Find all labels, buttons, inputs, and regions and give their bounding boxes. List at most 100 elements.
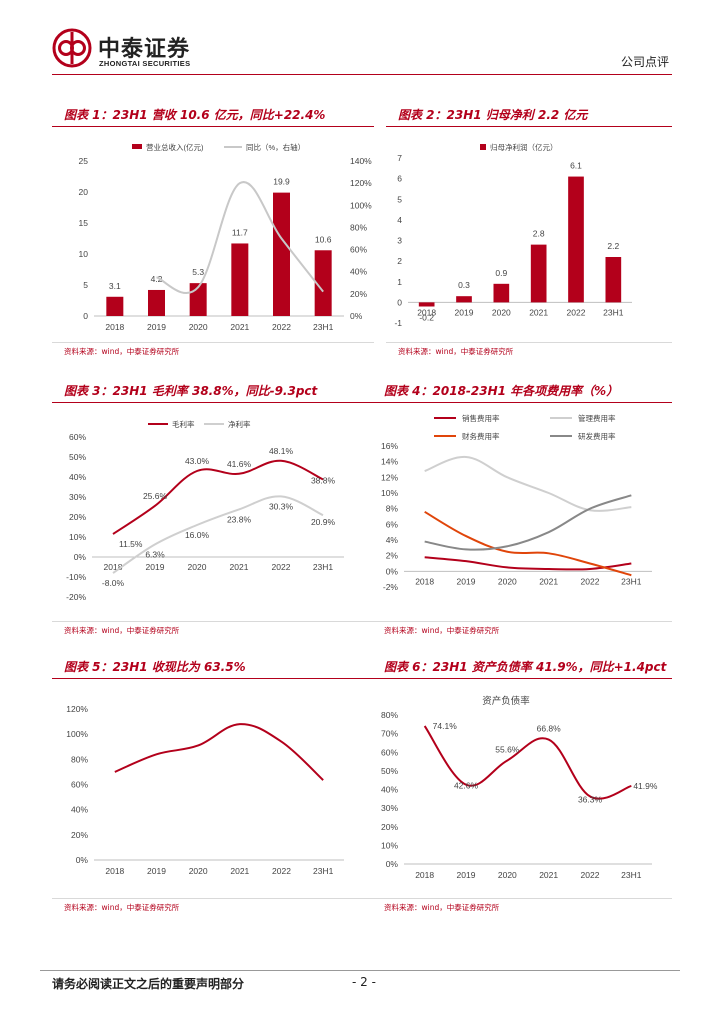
chart-3: -20% -10% 0% 10% 20% 30% 40% 50% 60% 2018 2019 2020… — [66, 419, 344, 602]
bar — [456, 296, 472, 303]
line-data-label: 38.8% — [311, 475, 336, 485]
footer-disclaimer: 请务必阅读正文之后的重要声明部分 — [52, 977, 245, 991]
x-tick-label: 2019 — [147, 322, 166, 332]
x-tick-label: 23H1 — [621, 870, 642, 880]
chart-1-source: 资料来源：wind，中泰证券研究所 — [64, 347, 180, 356]
bar — [605, 257, 622, 303]
chart-2-title: 图表 2：23H1 归母净利 2.2 亿元 — [398, 108, 588, 122]
y2-tick-label: 140% — [350, 156, 372, 166]
y-tick-label: 8% — [386, 504, 399, 514]
y-tick-label: -2% — [383, 582, 399, 592]
y-tick-label: 0% — [386, 859, 399, 869]
chart-2-source-rule — [386, 342, 672, 343]
series-line-净利率 — [112, 495, 324, 574]
x-tick-label: 2018 — [104, 562, 123, 572]
y-tick-label: 120% — [66, 704, 88, 714]
bar — [568, 176, 584, 303]
chart-4-title-rule — [372, 402, 672, 403]
logo-emblem-icon — [52, 28, 92, 68]
chart-5-source-rule — [52, 898, 374, 899]
y-tick-label: 25 — [79, 156, 89, 166]
series-line-收现比 — [114, 723, 324, 781]
y-tick-label: 50% — [381, 766, 398, 776]
y-tick-label: 0 — [83, 311, 88, 321]
company-name-cn: 中泰证券 — [98, 37, 191, 62]
x-tick-label: 2018 — [105, 322, 124, 332]
x-tick-label: 2022 — [272, 322, 291, 332]
y-tick-label: 1 — [397, 277, 402, 287]
bar-data-label: 3.1 — [109, 281, 121, 291]
x-tick-label: 2021 — [230, 322, 249, 332]
y-tick-label: 80% — [381, 710, 398, 720]
line-data-label: 74.1% — [433, 721, 458, 731]
line-data-label: 43.0% — [185, 456, 210, 466]
bar-data-label: 6.1 — [570, 161, 582, 171]
y-tick-label: 4 — [397, 215, 402, 225]
x-tick-label: 2022 — [272, 562, 291, 572]
y-tick-label: 0 — [397, 297, 402, 307]
y2-tick-label: 120% — [350, 178, 372, 188]
x-tick-label: 2020 — [492, 307, 511, 317]
x-tick-label: 2019 — [146, 562, 165, 572]
line-data-label: 41.9% — [633, 781, 658, 791]
y-tick-label: 30% — [69, 492, 86, 502]
y-tick-label: 4% — [386, 535, 399, 545]
y-tick-label: 10% — [381, 840, 398, 850]
legend-swatch — [480, 144, 486, 150]
line-data-label: 48.1% — [269, 446, 294, 456]
y-tick-label: 2% — [386, 551, 399, 561]
x-tick-label: 2021 — [539, 576, 558, 586]
legend-label: 财务费用率 — [462, 431, 500, 441]
y-tick-label: 5 — [83, 280, 88, 290]
y-tick-label: 40% — [71, 805, 88, 815]
x-tick-label: 2018 — [415, 576, 434, 586]
legend-label: 净利率 — [228, 419, 251, 429]
chart-5-source: 资料来源：wind，中泰证券研究所 — [64, 903, 180, 912]
y-tick-label: 20% — [69, 512, 86, 522]
chart-6-title-rule — [372, 678, 672, 679]
x-tick-label: 23H1 — [313, 322, 334, 332]
company-logo — [52, 28, 92, 68]
x-tick-label: 2019 — [455, 307, 474, 317]
series-line-财务费用率 — [424, 510, 632, 577]
legend-label: 营业总收入(亿元) — [146, 142, 204, 152]
x-tick-label: 23H1 — [313, 866, 334, 876]
y-tick-label: 0% — [386, 566, 399, 576]
x-tick-label: 2022 — [581, 576, 600, 586]
chart-3-title-rule — [52, 402, 374, 403]
line-data-label: 55.6% — [495, 744, 520, 754]
x-tick-label: 2022 — [272, 866, 291, 876]
x-tick-label: 2020 — [498, 576, 517, 586]
y2-tick-label: 20% — [350, 289, 367, 299]
chart-2-source: 资料来源：wind，中泰证券研究所 — [398, 347, 514, 356]
line-data-label: 23.8% — [227, 514, 252, 524]
line-data-label: 41.6% — [227, 459, 252, 469]
y-tick-label: 0% — [74, 552, 87, 562]
y-tick-label: 20 — [79, 187, 89, 197]
bar — [148, 289, 165, 316]
line-data-label: 66.8% — [537, 724, 562, 734]
line-data-label: 16.0% — [185, 530, 210, 540]
y-tick-label: 10% — [69, 532, 86, 542]
chart-inner-title: 资产负债率 — [482, 695, 530, 707]
series-line-销售费用率 — [424, 556, 632, 571]
chart-legend: 毛利率 净利率 — [148, 419, 251, 429]
chart-2-title-rule — [386, 126, 672, 127]
chart-legend: 资产负债率 — [482, 695, 530, 707]
bar — [493, 283, 510, 303]
y-tick-label: 60% — [71, 780, 88, 790]
bar — [530, 244, 547, 303]
y-tick-label: 20% — [381, 822, 398, 832]
x-tick-label: 2019 — [457, 870, 476, 880]
bar-data-label: 0.3 — [458, 280, 470, 290]
bar — [106, 296, 124, 316]
line-data-label: 36.3% — [578, 794, 603, 804]
y-tick-label: 7 — [397, 153, 402, 163]
chart-6-source-rule — [372, 898, 672, 899]
series-line-毛利率 — [112, 459, 324, 535]
x-tick-label: 2019 — [147, 866, 166, 876]
x-tick-label: 2022 — [567, 307, 586, 317]
y2-tick-label: 80% — [350, 222, 367, 232]
y-tick-label: 60% — [381, 747, 398, 757]
